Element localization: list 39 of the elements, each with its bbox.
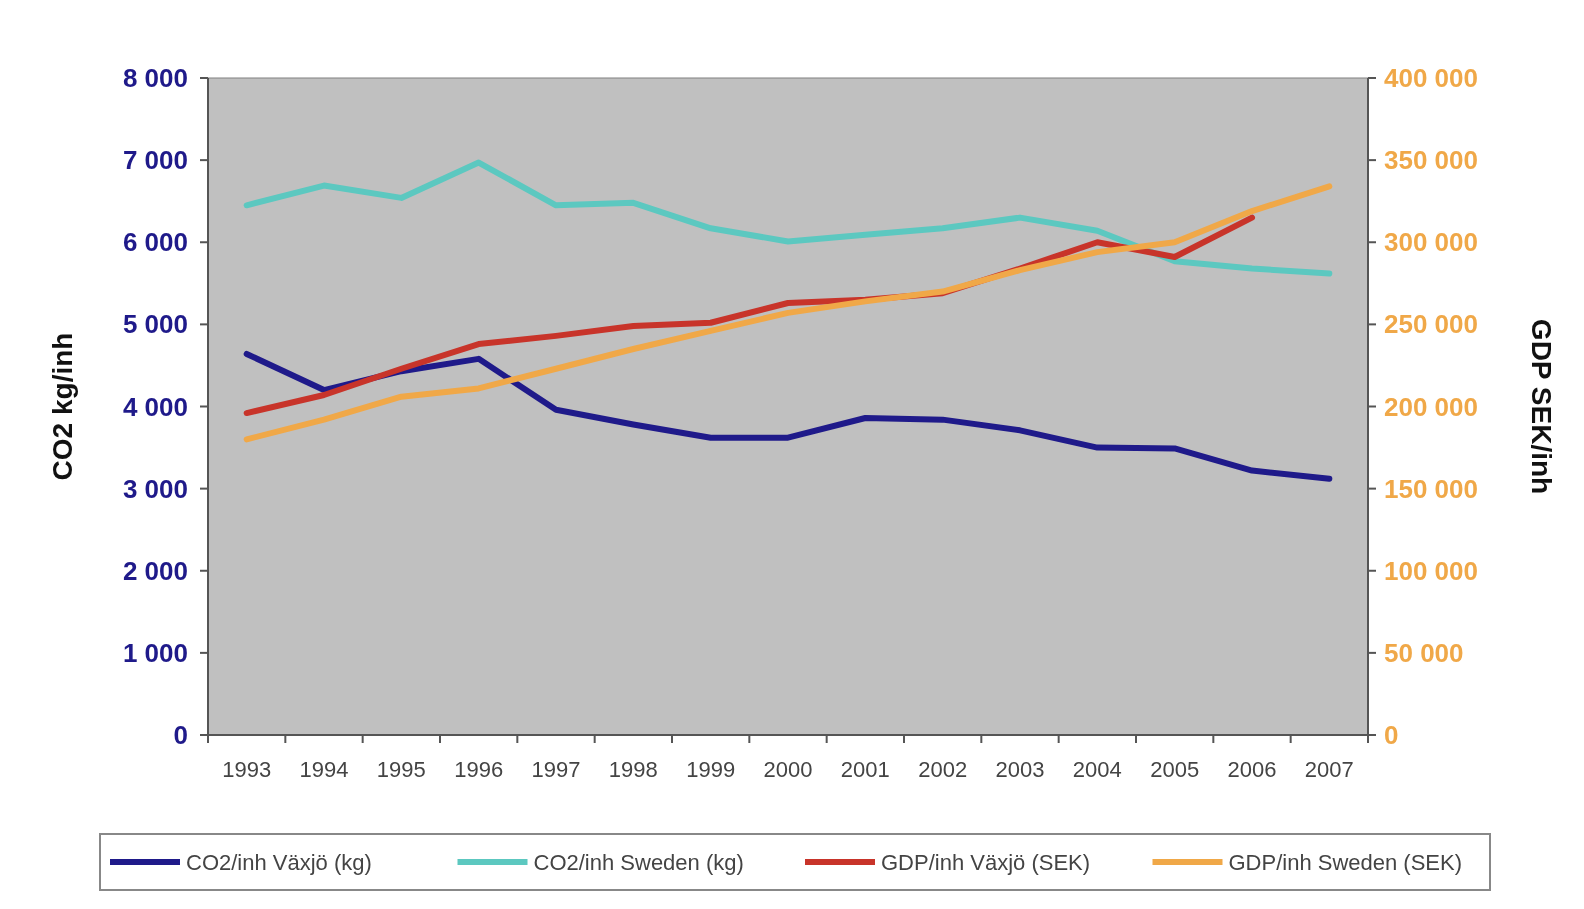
legend-label: GDP/inh Växjö (SEK) — [881, 849, 1091, 875]
x-tick-label: 2007 — [1304, 757, 1354, 782]
x-tick-label: 1997 — [531, 757, 581, 782]
y2-tick-label: 400 000 — [1384, 63, 1478, 94]
x-tick-label: 1996 — [454, 757, 504, 782]
y2-tick-label: 200 000 — [1384, 391, 1478, 422]
y-axis-title: CO2 kg/inh — [47, 332, 78, 481]
y2-tick-label: 150 000 — [1384, 473, 1478, 504]
legend-label: CO2/inh Sweden (kg) — [533, 849, 744, 875]
x-tick-label: 2000 — [763, 757, 813, 782]
x-tick-label: 1999 — [686, 757, 736, 782]
y-tick-label: 7 000 — [122, 145, 188, 176]
x-tick-label: 2006 — [1227, 757, 1277, 782]
y2-tick-label: 250 000 — [1384, 309, 1478, 340]
legend-label: GDP/inh Sweden (SEK) — [1228, 849, 1463, 875]
legend-label: CO2/inh Växjö (kg) — [186, 849, 372, 875]
y-tick-label: 2 000 — [122, 555, 188, 586]
x-tick-label: 2003 — [995, 757, 1045, 782]
y2-tick-label: 50 000 — [1384, 637, 1464, 668]
x-tick-label: 1995 — [376, 757, 426, 782]
x-tick-label: 2005 — [1150, 757, 1200, 782]
y-tick-label: 6 000 — [122, 227, 188, 258]
y-tick-label: 8 000 — [122, 63, 188, 94]
x-tick-label: 2004 — [1072, 757, 1122, 782]
y2-tick-label: 100 000 — [1384, 555, 1478, 586]
y-tick-label: 1 000 — [122, 637, 188, 668]
y-tick-label: 5 000 — [122, 309, 188, 340]
y2-tick-label: 0 — [1384, 720, 1399, 751]
x-tick-label: 1998 — [608, 757, 658, 782]
x-tick-label: 2002 — [918, 757, 968, 782]
y-tick-label: 0 — [173, 720, 188, 751]
x-tick-label: 1994 — [299, 757, 349, 782]
y2-tick-label: 300 000 — [1384, 227, 1478, 258]
y2-tick-label: 350 000 — [1384, 145, 1478, 176]
x-tick-label: 2001 — [840, 757, 890, 782]
x-tick-label: 1993 — [222, 757, 272, 782]
y2-axis-title: GDP SEK/inh — [1526, 318, 1557, 495]
y-tick-label: 3 000 — [122, 473, 188, 504]
y-tick-label: 4 000 — [122, 391, 188, 422]
